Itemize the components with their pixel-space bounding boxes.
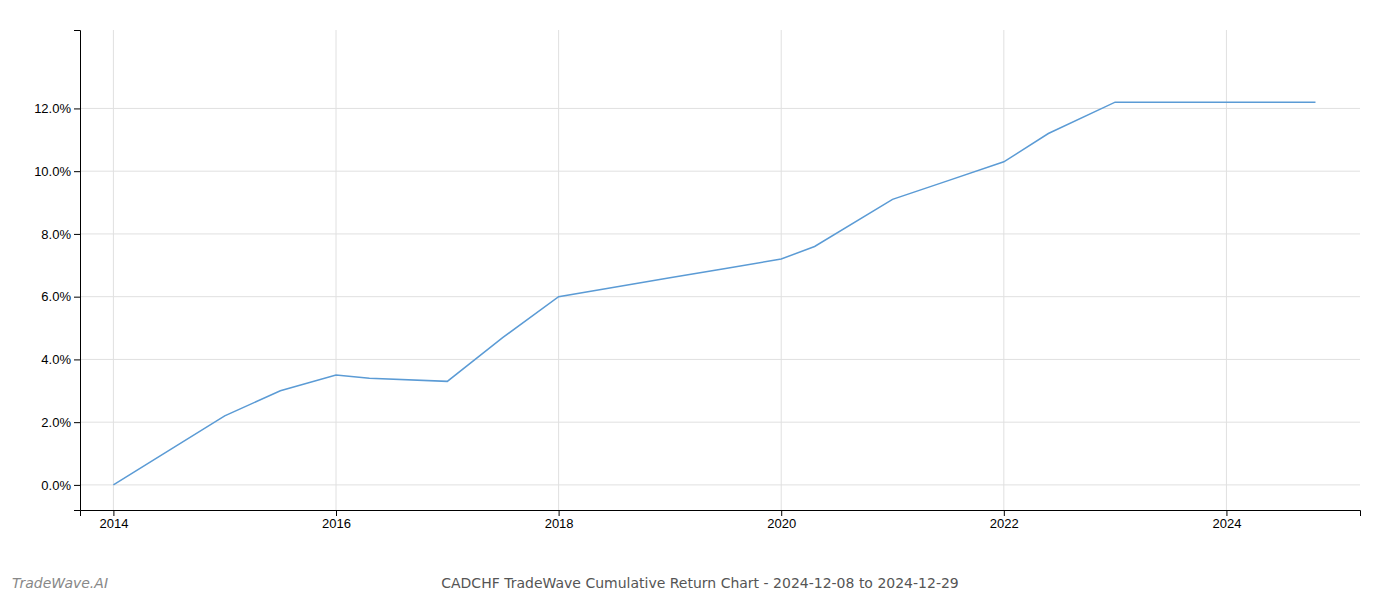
x-tick-label: 2020 [767,516,796,531]
grid-line-y [80,422,1360,423]
grid [80,30,1360,510]
grid-line-x [558,30,559,510]
x-tick: 2014 [99,510,128,531]
x-tick: 2024 [1212,510,1241,531]
y-axis-line [74,31,81,511]
y-tick: 12.0% [34,101,80,116]
grid-line-y [80,296,1360,297]
y-tick-label: 10.0% [34,164,71,179]
x-tick-label: 2024 [1212,516,1241,531]
y-tick-mark [74,422,80,423]
x-tick: 2016 [322,510,351,531]
plot: 2014 2016 2018 2020 2022 2024 0.0% 2.0% 4.0% 6.0%… [34,30,1360,531]
chart: 2014 2016 2018 2020 2022 2024 0.0% 2.0% 4.0% 6.0%… [0,0,1400,600]
x-tick-mark [336,510,337,516]
x-tick-mark [559,510,560,516]
grid-line-x [1003,30,1004,510]
y-tick: 8.0% [41,227,80,242]
x-axis: 2014 2016 2018 2020 2022 2024 [81,510,1361,531]
grid-line-y [80,484,1360,485]
y-tick-label: 6.0% [41,289,71,304]
y-tick-mark [74,297,80,298]
y-tick: 4.0% [41,352,80,367]
y-tick-label: 4.0% [41,352,71,367]
grid-line-x [113,30,114,510]
watermark: TradeWave.AI [12,575,108,591]
x-axis-line [81,511,1361,517]
x-tick-mark [781,510,782,516]
y-tick: 2.0% [41,415,80,430]
title: CADCHF TradeWave Cumulative Return Chart… [441,575,959,591]
grid-line-y [80,171,1360,172]
y-tick-mark [74,171,80,172]
x-tick-mark [1226,510,1227,516]
y-tick-mark [74,108,80,109]
line [113,102,1315,485]
y-tick-mark [74,359,80,360]
y-tick-label: 0.0% [41,478,71,493]
x-tick-label: 2016 [322,516,351,531]
y-tick: 0.0% [41,478,80,493]
grid-line-y [80,233,1360,234]
x-tick-mark [113,510,114,516]
x-tick-label: 2014 [99,516,128,531]
y-tick-label: 2.0% [41,415,71,430]
y-tick-label: 8.0% [41,227,71,242]
x-tick: 2022 [990,510,1019,531]
grid-line-y [80,108,1360,109]
grid-line-y [80,359,1360,360]
y-tick-label: 12.0% [34,101,71,116]
y-tick: 10.0% [34,164,80,179]
grid-line-x [781,30,782,510]
y-tick-mark [74,234,80,235]
grid-line-x [336,30,337,510]
y-tick: 6.0% [41,289,80,304]
x-tick-label: 2018 [545,516,574,531]
x-tick: 2018 [545,510,574,531]
y-tick-mark [74,485,80,486]
x-tick: 2020 [767,510,796,531]
y-axis: 0.0% 2.0% 4.0% 6.0% 8.0% 10.0% 12.0% [34,31,80,511]
x-tick-label: 2022 [990,516,1019,531]
x-tick-mark [1004,510,1005,516]
marks [113,102,1315,485]
